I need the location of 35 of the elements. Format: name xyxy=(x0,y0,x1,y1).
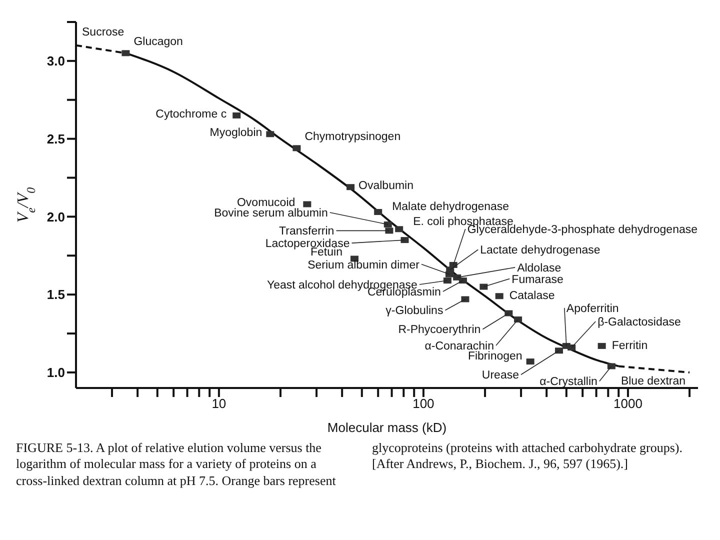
annotation: Lactate dehydrogenase xyxy=(480,244,600,257)
y-tick-label: 2.5 xyxy=(46,131,65,146)
annotation: Catalase xyxy=(509,290,555,302)
annotation: Chymotrypsinogen xyxy=(304,131,401,144)
annotation: Transferrin xyxy=(279,226,334,238)
annotation: β-Galactosidase xyxy=(598,316,681,329)
annotation: α-Conarachin xyxy=(424,340,494,352)
annotation: Bovine serum albumin xyxy=(214,207,328,220)
x-tick-label: 1000 xyxy=(614,396,642,412)
text: FIGURE 5-13. A plot of relative elution volume versus the logarithm of molecular mass for a variety of proteins on a cross-linked dextran column at pH 7.5. Orange bars represent glycoproteins (proteins with attached carbohydrate groups). [After Andrews, P., Biochem. J., 96, 597 (1965).] xyxy=(16,440,682,488)
annotation: Sucrose xyxy=(82,26,124,38)
annotation: Fibrinogen xyxy=(468,350,522,363)
annotation: Fumarase xyxy=(512,274,564,286)
annotation: Malate dehydrogenase xyxy=(392,201,510,214)
annotation: Serium albumin dimer xyxy=(308,259,420,272)
annotation: Apoferritin xyxy=(566,302,619,315)
annotation: Ovomucoid xyxy=(236,197,296,210)
x-axis-title: Molecular mass (kD) xyxy=(327,420,447,435)
annotation: Aldolase xyxy=(517,262,562,274)
annotation: R-Phycoerythrin xyxy=(398,324,481,336)
annotation: γ-Globulins xyxy=(386,305,444,318)
annotation: Myoglobin xyxy=(210,127,262,140)
annotation: Urease xyxy=(482,370,519,382)
x-tick-label: 10 xyxy=(212,396,226,412)
y-tick-label: 2.0 xyxy=(46,209,65,224)
annotation: Ovalbumin xyxy=(358,180,414,192)
y-tick-label: 3.0 xyxy=(46,54,65,69)
annotation: Ferritin xyxy=(612,340,648,352)
annotation: Cytochrome c xyxy=(156,108,227,120)
y-tick-label: 1.5 xyxy=(46,287,65,302)
y-tick-label: 1.0 xyxy=(46,365,65,380)
annotation: Blue dextran xyxy=(620,375,686,388)
annotation: α-Crystallin xyxy=(540,376,598,388)
annotation: Glucagon xyxy=(134,36,183,48)
x-tick-label: 100 xyxy=(412,396,434,412)
